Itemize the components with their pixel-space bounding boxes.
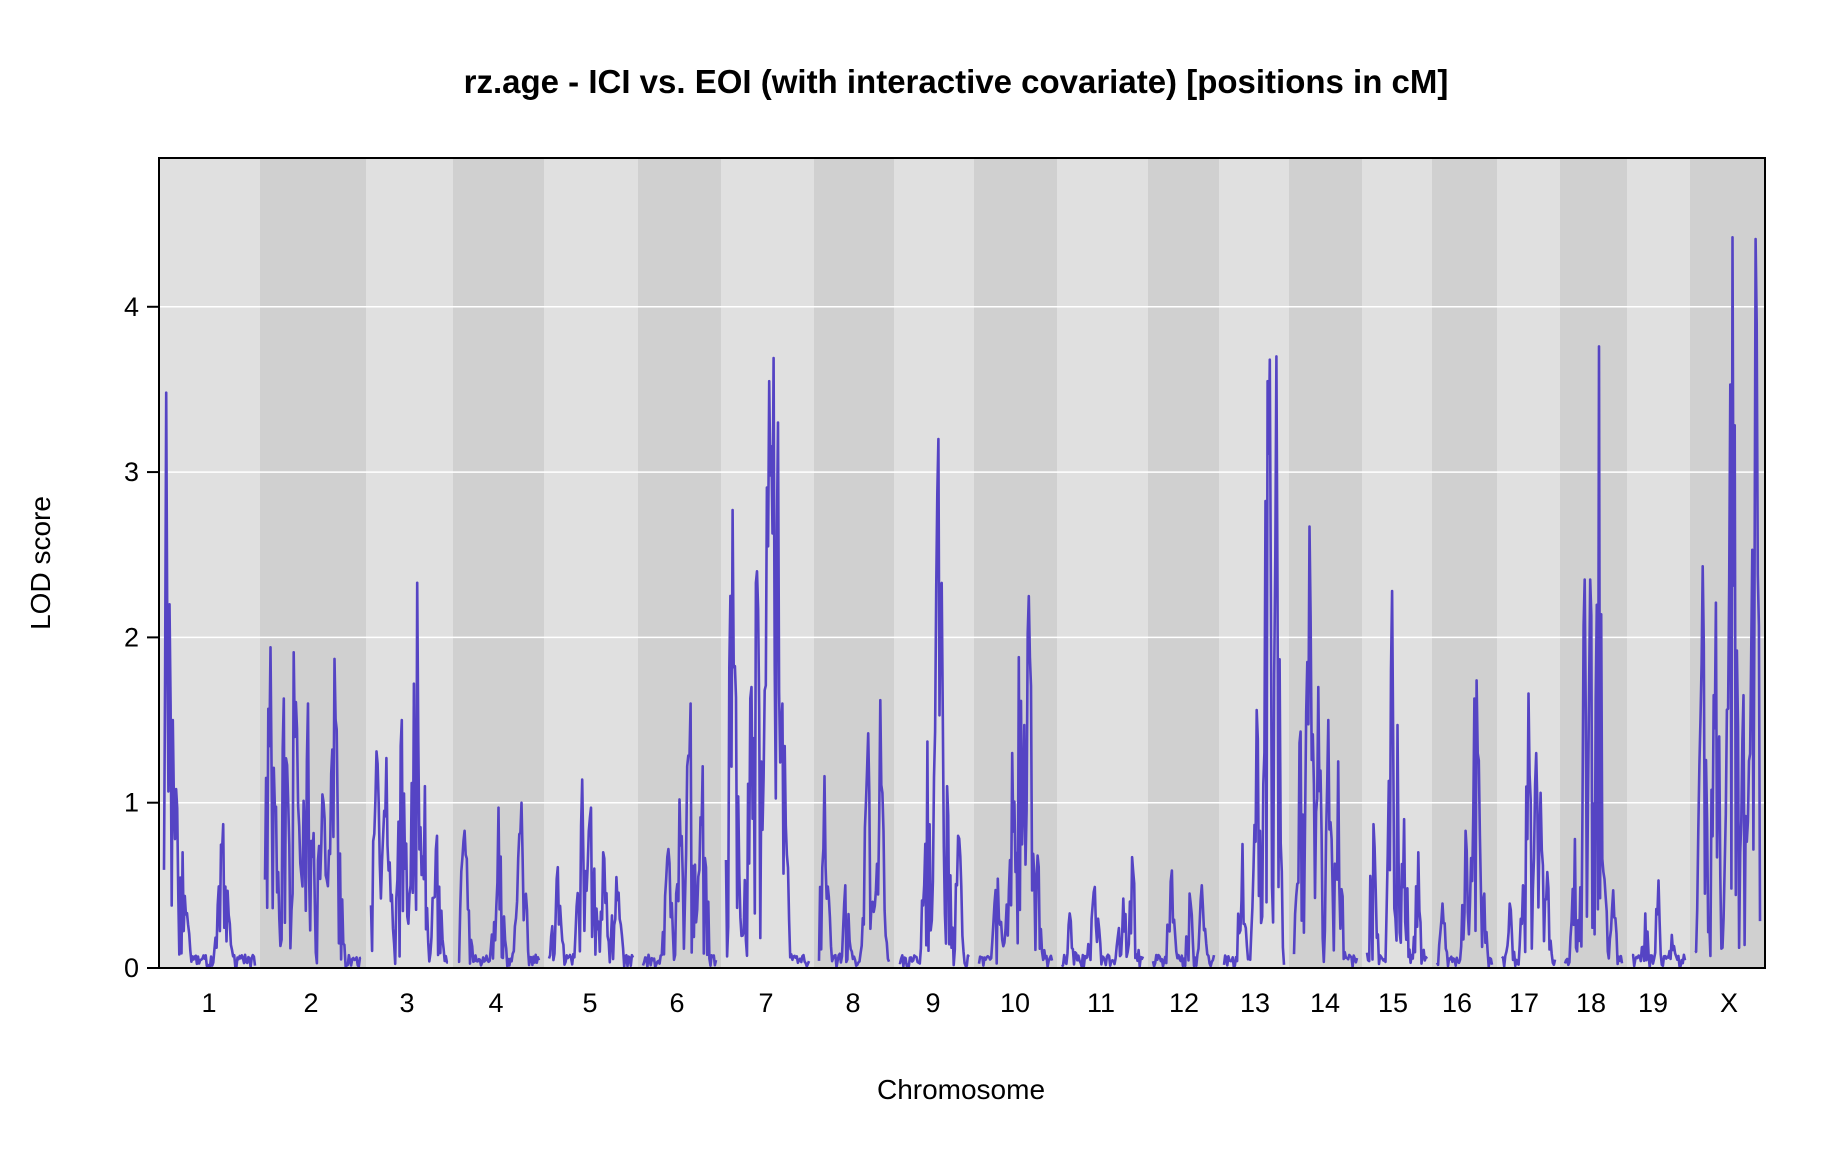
lod-curve-chr-2	[263, 646, 362, 968]
gridlines	[159, 306, 1765, 804]
chromosome-band-19	[1627, 158, 1690, 968]
chromosome-band-8	[814, 158, 894, 968]
lod-curve-chr-9	[898, 437, 970, 968]
lod-curve-chr-13	[1222, 355, 1286, 969]
lod-curve-chr-7	[724, 356, 811, 968]
lod-curve-chr-4	[457, 801, 541, 968]
chromosome-band-1	[159, 158, 260, 968]
lod-curve-chr-16	[1435, 679, 1494, 968]
x-tick-label-18: 18	[1576, 988, 1606, 1018]
chromosome-band-12	[1148, 158, 1219, 968]
y-tick-label: 0	[124, 953, 139, 983]
chromosome-band-11	[1057, 158, 1148, 968]
lod-series	[162, 236, 1762, 969]
x-tick-label-10: 10	[1000, 988, 1030, 1018]
lod-curve-chr-14	[1292, 525, 1359, 968]
lod-curve-chr-10	[977, 594, 1054, 968]
x-tick-label-11: 11	[1087, 988, 1115, 1018]
x-tick-label-14: 14	[1310, 988, 1340, 1018]
x-tick-label-8: 8	[845, 988, 860, 1018]
lod-curve-chr-11	[1060, 855, 1145, 968]
lod-curve-chr-X	[1694, 236, 1762, 958]
x-tick-label-5: 5	[582, 988, 597, 1018]
y-tick-label: 4	[124, 292, 139, 322]
chart-title: rz.age - ICI vs. EOI (with interactive c…	[464, 63, 1449, 100]
x-tick-label-3: 3	[399, 988, 414, 1018]
x-tick-label-9: 9	[925, 988, 940, 1018]
y-axis: 0 1 2 3 4	[124, 292, 159, 983]
y-tick-label: 1	[124, 788, 139, 818]
x-tick-label-16: 16	[1442, 988, 1472, 1018]
lod-curve-chr-5	[547, 778, 635, 968]
x-tick-label-X: X	[1720, 988, 1738, 1018]
y-tick-label: 3	[124, 457, 139, 487]
lod-curve-chr-15	[1365, 589, 1429, 966]
x-tick-label-7: 7	[758, 988, 773, 1018]
x-axis: 1 2 3 4 5 6 7 8 9 10 11 12 13 14 15 16 17 18 19 X	[201, 988, 1738, 1018]
x-tick-label-6: 6	[669, 988, 684, 1018]
x-tick-label-1: 1	[201, 988, 216, 1018]
x-tick-label-4: 4	[488, 988, 503, 1018]
y-axis-label: LOD score	[25, 496, 56, 630]
x-tick-label-12: 12	[1169, 988, 1199, 1018]
x-tick-label-2: 2	[303, 988, 318, 1018]
lod-curve-chr-8	[817, 698, 891, 969]
x-tick-label-19: 19	[1638, 988, 1668, 1018]
x-tick-label-13: 13	[1240, 988, 1270, 1018]
x-tick-label-17: 17	[1509, 988, 1539, 1018]
chromosome-band-17	[1497, 158, 1560, 968]
lod-curve-chr-17	[1500, 692, 1557, 968]
lod-curve-chr-18	[1563, 345, 1624, 967]
lod-curve-chr-12	[1151, 869, 1216, 968]
lod-curve-chr-19	[1631, 879, 1687, 969]
x-axis-label: Chromosome	[877, 1074, 1045, 1105]
y-tick-label: 2	[124, 622, 139, 652]
x-tick-label-15: 15	[1378, 988, 1408, 1018]
lod-curve-chr-3	[369, 581, 449, 966]
lod-curve-chr-1	[162, 391, 257, 969]
plot-frame	[158, 157, 1766, 969]
